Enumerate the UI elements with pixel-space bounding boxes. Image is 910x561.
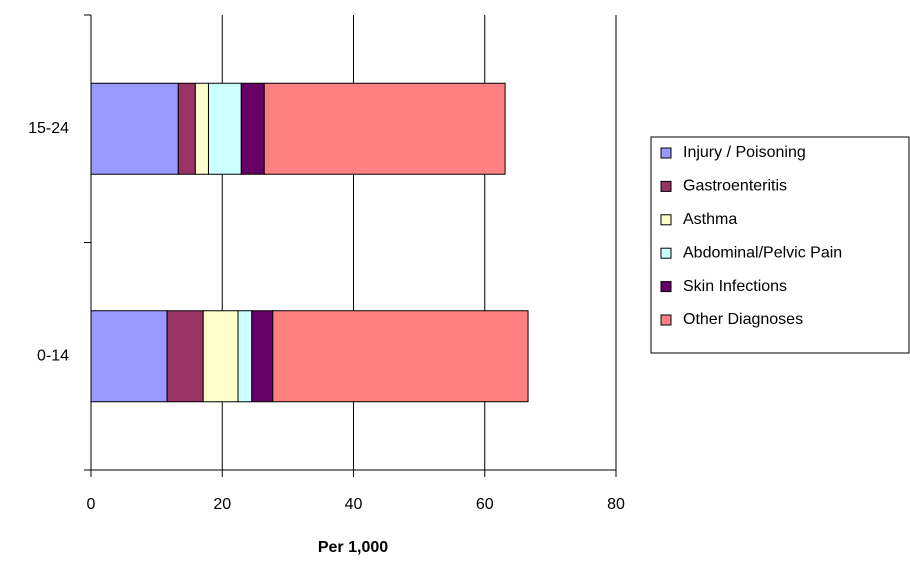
x-tick-label: 40 xyxy=(345,496,363,513)
y-tick-label: 15-24 xyxy=(28,120,69,137)
legend-swatch xyxy=(660,214,672,226)
x-tick-label: 80 xyxy=(607,496,625,513)
legend-swatch xyxy=(660,180,672,192)
x-tick-label: 20 xyxy=(213,496,231,513)
x-tick-label: 0 xyxy=(87,496,96,513)
bar-segment xyxy=(272,310,529,403)
bar-segment xyxy=(90,310,168,403)
legend-label: Other Diagnoses xyxy=(683,311,803,328)
legend-swatch xyxy=(660,247,672,259)
x-axis-title: Per 1,000 xyxy=(318,539,388,556)
legend-label: Gastroenteritis xyxy=(683,178,787,195)
legend-label: Skin Infections xyxy=(683,278,787,295)
bar-segment xyxy=(166,310,204,403)
bar-segment xyxy=(177,82,196,175)
bar-segment xyxy=(90,82,179,175)
legend-swatch xyxy=(660,281,672,293)
y-tick-label: 0-14 xyxy=(37,347,69,364)
legend-box xyxy=(650,136,910,354)
bar-segment xyxy=(194,82,209,175)
legend-swatch xyxy=(660,147,672,159)
x-tick-label: 60 xyxy=(476,496,494,513)
legend-label: Abdominal/Pelvic Pain xyxy=(683,244,842,261)
bar-segment xyxy=(263,82,506,175)
legend-swatch xyxy=(660,314,672,326)
bar-segment xyxy=(207,82,242,175)
bar-segment xyxy=(251,310,274,403)
bar-segment xyxy=(202,310,239,403)
bar-segment xyxy=(237,310,253,403)
legend-label: Asthma xyxy=(683,211,737,228)
legend-label: Injury / Poisoning xyxy=(683,144,806,161)
bar-segment xyxy=(240,82,265,175)
